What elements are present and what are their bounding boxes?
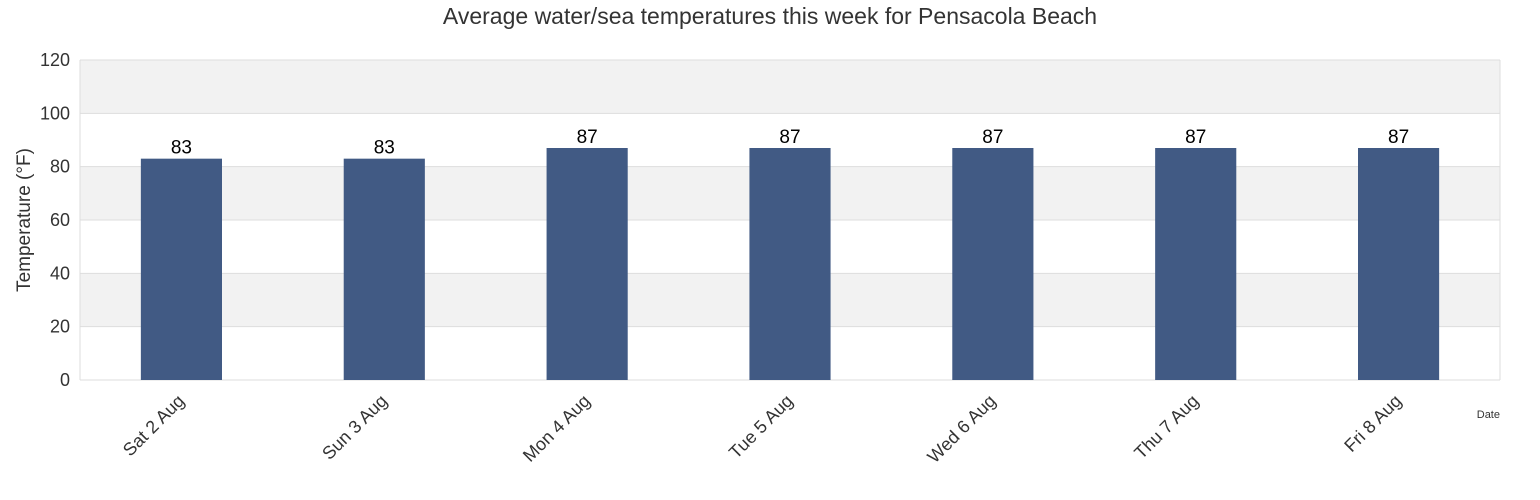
x-tick-label: Sat 2 Aug (119, 391, 188, 460)
bar (749, 148, 831, 380)
bar (343, 158, 425, 380)
y-axis-ticks: 0 20 40 60 80 100 120 (40, 50, 70, 390)
y-tick-label: 20 (50, 317, 70, 337)
y-tick-label: 80 (50, 157, 70, 177)
bar-value-label: 83 (374, 138, 395, 159)
x-tick-label: Wed 6 Aug (924, 391, 1000, 467)
y-tick-label: 60 (50, 210, 70, 230)
bar-value-label: 83 (171, 138, 192, 159)
y-axis-label: Temperature (°F) (14, 148, 35, 292)
bar (140, 158, 222, 380)
x-tick-label: Sun 3 Aug (318, 391, 391, 464)
x-tick-label: Fri 8 Aug (1340, 391, 1405, 456)
y-tick-label: 0 (60, 370, 70, 390)
bar-value-label: 87 (577, 127, 598, 148)
bar-value-label: 87 (1388, 127, 1409, 148)
bar-value-label: 87 (779, 127, 800, 148)
bar-value-label: 87 (1185, 127, 1206, 148)
x-axis-ticks: Sat 2 Aug Sun 3 Aug Mon 4 Aug Tue 5 Aug Wed … (119, 391, 1405, 467)
chart-title: Average water/sea temperatures this week… (443, 3, 1097, 29)
bar-series (140, 148, 1440, 380)
y-tick-label: 40 (50, 263, 70, 283)
y-tick-label: 120 (40, 50, 70, 70)
y-tick-label: 100 (40, 103, 70, 123)
bar (546, 148, 628, 380)
bar (1358, 148, 1440, 380)
x-tick-label: Mon 4 Aug (519, 391, 594, 466)
x-tick-label: Tue 5 Aug (725, 391, 797, 463)
x-tick-label: Thu 7 Aug (1130, 391, 1202, 463)
bar-value-label: 87 (982, 127, 1003, 148)
bar (952, 148, 1034, 380)
plot-band (80, 60, 1500, 114)
x-axis-label: Date (1477, 409, 1500, 421)
bar (1155, 148, 1237, 380)
data-labels: 83 83 87 87 87 87 87 (171, 127, 1409, 159)
